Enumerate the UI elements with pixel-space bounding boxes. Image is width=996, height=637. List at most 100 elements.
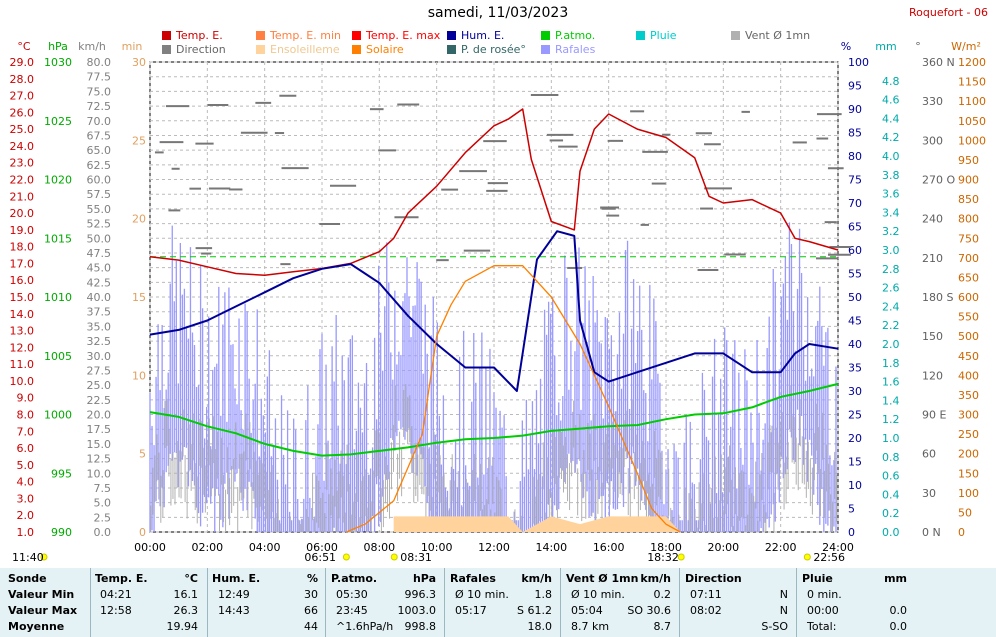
direction-axis-tick: 0 N [922, 526, 941, 539]
summary-row-name: Moyenne [8, 620, 65, 633]
summary-patmo-time: ^1.6hPa/h [336, 620, 394, 633]
series-p-atmo- [149, 382, 839, 457]
rain-axis-tick: 2.0 [882, 338, 900, 351]
legend-swatch [352, 31, 361, 40]
humidity-axis-tick: 100 [848, 56, 869, 69]
time-tick: 24:00 [822, 541, 854, 554]
time-tick: 02:00 [191, 541, 223, 554]
solar-axis-tick: 250 [958, 428, 979, 441]
solar-axis-tick: 550 [958, 311, 979, 324]
rain-axis-tick: 1.2 [882, 413, 900, 426]
chart-title: samedi, 11/03/2023 [427, 5, 569, 21]
summary-hum-value: 44 [304, 620, 318, 633]
humidity-axis-tick: 35 [848, 362, 862, 375]
temp-axis-tick: 25.0 [10, 123, 35, 136]
rain-axis-tick: 2.2 [882, 319, 900, 332]
temp-axis-tick: 16.0 [10, 274, 35, 287]
summary-vent-time: Ø 10 min. [571, 588, 625, 601]
direction-axis-tick: 330 [922, 95, 943, 108]
rain-axis-unit: mm [875, 40, 896, 53]
summary-hum-value: 30 [304, 588, 318, 601]
temp-axis-tick: 28.0 [10, 73, 35, 86]
direction-axis-tick: 180 S [922, 291, 953, 304]
direction-axis-tick: 120 [922, 369, 943, 382]
legend-swatch [447, 45, 456, 54]
solar-axis-tick: 1000 [958, 134, 986, 147]
legend-item: P.atmo. [541, 29, 595, 42]
time-tick: 18:00 [650, 541, 682, 554]
pressure-axis-tick: 990 [51, 526, 72, 539]
summary-vent-value: SO 30.6 [627, 604, 671, 617]
summary-temp-time: 04:21 [100, 588, 132, 601]
temp-axis-tick: 9.0 [17, 392, 35, 405]
solar-axis-tick: 850 [958, 193, 979, 206]
summary-direction-time: 08:02 [690, 604, 722, 617]
wind-axis-tick: 55.0 [87, 203, 112, 216]
temp-axis-tick: 3.0 [17, 492, 35, 505]
temp-axis-tick: 18.0 [10, 241, 35, 254]
solar-axis-tick: 1200 [958, 56, 986, 69]
solar-axis-tick: 1100 [958, 95, 986, 108]
legend-item: Temp. E. [162, 29, 223, 42]
summary-temp-time: 12:58 [100, 604, 132, 617]
time-marker-dot [803, 553, 811, 561]
wind-axis-tick: 12.5 [87, 453, 112, 466]
legend-swatch [541, 31, 550, 40]
legend-item: Hum. E. [447, 29, 504, 42]
solar-axis-tick: 1050 [958, 115, 986, 128]
wind-axis-tick: 72.5 [87, 100, 112, 113]
summary-header-direction: Direction [685, 572, 742, 585]
sun-axis-tick: 0 [139, 526, 146, 539]
solar-axis-tick: 350 [958, 389, 979, 402]
summary-table: Sonde Temp. E. °C Hum. E.% P.atmo. hPa Rafales… [0, 568, 996, 637]
legend-item: Rafales [541, 43, 595, 56]
legend-item: Direction [162, 43, 226, 56]
legend-item: Temp. E. min [256, 29, 341, 42]
legend-swatch [731, 31, 740, 40]
wind-axis-tick: 80.0 [87, 56, 112, 69]
sun-axis-tick: 5 [139, 448, 146, 461]
summary-header-temp-unit: °C [184, 572, 198, 585]
wind-axis-tick: 30.0 [87, 350, 112, 363]
legend-label: Temp. E. max [366, 29, 441, 42]
time-marker-label: 08:31 [400, 551, 432, 564]
legend-label: Direction [176, 43, 226, 56]
direction-axis-tick: 360 N [922, 56, 955, 69]
time-tick: 14:00 [535, 541, 567, 554]
solar-axis-tick: 450 [958, 350, 979, 363]
time-tick: 12:00 [478, 541, 510, 554]
summary-header-rafales: Rafales [450, 572, 496, 585]
temp-axis-tick: 10.0 [10, 375, 35, 388]
summary-row-name: Valeur Min [8, 588, 75, 601]
rain-axis-tick: 0.6 [882, 470, 900, 483]
direction-axis-tick: 270 O [922, 174, 955, 187]
rain-axis-tick: 3.6 [882, 188, 900, 201]
legend-label: Vent Ø 1mn [745, 29, 811, 42]
temp-axis-unit: °C [17, 40, 31, 53]
wind-axis-tick: 52.5 [87, 218, 112, 231]
summary-rafales-value: 18.0 [527, 620, 553, 633]
pressure-axis-tick: 1030 [44, 56, 72, 69]
summary-patmo-time: 05:30 [336, 588, 368, 601]
rain-axis-tick: 4.8 [882, 75, 900, 88]
rain-axis-tick: 1.8 [882, 357, 900, 370]
time-tick: 22:00 [765, 541, 797, 554]
solar-axis-tick: 150 [958, 467, 979, 480]
humidity-axis-tick: 55 [848, 268, 862, 281]
time-tick: 08:00 [363, 541, 395, 554]
temp-axis-tick: 4.0 [17, 476, 35, 489]
wind-axis-tick: 22.5 [87, 394, 112, 407]
summary-rafales-value: S 61.2 [517, 604, 552, 617]
humidity-axis-tick: 0 [848, 526, 855, 539]
pressure-axis-tick: 1005 [44, 350, 72, 363]
summary-column-divider [679, 568, 680, 637]
series-temp-e- [149, 108, 839, 276]
humidity-axis-unit: % [841, 40, 851, 53]
solar-axis-tick: 800 [958, 213, 979, 226]
rain-axis-tick: 3.8 [882, 169, 900, 182]
time-tick: 04:00 [249, 541, 281, 554]
wind-axis-tick: 42.5 [87, 276, 112, 289]
summary-header-vent: Vent Ø 1mn [566, 572, 639, 585]
rain-axis-tick: 4.6 [882, 94, 900, 107]
temp-axis-tick: 26.0 [10, 106, 35, 119]
